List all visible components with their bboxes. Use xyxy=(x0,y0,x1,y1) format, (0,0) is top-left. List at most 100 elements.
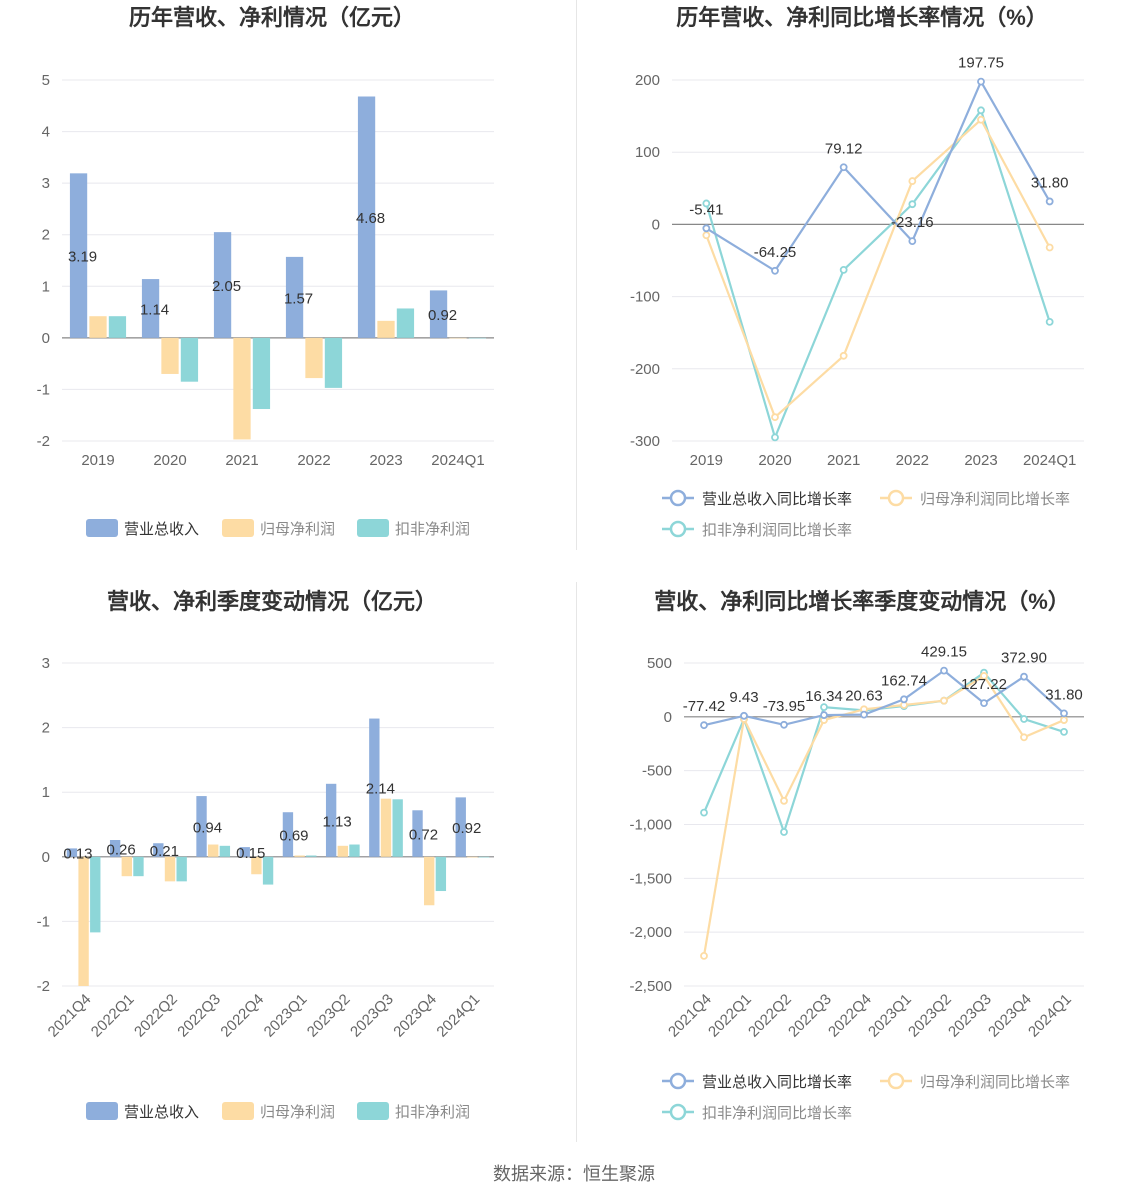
x-tick-label: 2022 xyxy=(896,452,929,469)
annual-growth-rate-svg: 历年营收、净利同比增长率情况（%） 200 100 0 -100 -200 -300 2019… xyxy=(630,5,1084,539)
revenue-data-label: 0.21 xyxy=(150,843,179,860)
bar-parent-profit xyxy=(233,337,251,440)
y-tick-label: 3 xyxy=(42,655,50,672)
bar-parent-profit xyxy=(305,337,323,379)
point-parent-profit-growth xyxy=(780,796,788,805)
legend-marker xyxy=(887,489,905,507)
point-deducted-profit-growth xyxy=(700,808,708,817)
bar-parent-profit xyxy=(337,845,348,857)
point-revenue-growth xyxy=(860,710,868,719)
point-parent-profit-growth xyxy=(980,672,988,680)
bar-revenue xyxy=(153,843,164,857)
bar-deducted-profit xyxy=(435,856,447,892)
legend-marker xyxy=(669,520,687,538)
line-deducted-profit-growth xyxy=(705,107,1051,441)
point-deducted-profit-growth xyxy=(1020,715,1028,723)
point-revenue-growth xyxy=(1060,709,1068,718)
point-revenue-growth xyxy=(839,163,848,172)
y-tick-label: 200 xyxy=(635,72,660,89)
x-tick-label: 2024Q1 xyxy=(1023,452,1076,469)
x-tick-label: 2023Q1 xyxy=(261,991,311,1041)
bar-parent-profit xyxy=(161,337,179,374)
bar-revenue xyxy=(109,840,121,857)
legend-label: 归母净利润同比增长率 xyxy=(920,491,1070,508)
legend-swatch xyxy=(222,519,254,537)
point-parent-profit-growth xyxy=(940,696,948,705)
point-revenue-growth xyxy=(1020,672,1028,681)
y-tick-label: 500 xyxy=(647,655,672,672)
revenue-growth-data-label: -5.41 xyxy=(689,201,723,218)
y-tick-label: 1 xyxy=(42,278,50,295)
x-tick-label: 2019 xyxy=(690,452,723,469)
revenue-growth-data-label: 127.22 xyxy=(961,676,1007,693)
bar-revenue xyxy=(412,810,423,857)
legend-label: 扣非净利润同比增长率 xyxy=(702,1105,852,1122)
revenue-data-label: 0.69 xyxy=(279,828,308,845)
bar-deducted-profit xyxy=(478,856,490,858)
revenue-data-label: 0.13 xyxy=(63,846,92,863)
revenue-growth-data-label: 372.90 xyxy=(1001,650,1047,667)
bar-deducted-profit xyxy=(306,855,317,857)
y-tick-label: -500 xyxy=(642,763,672,780)
revenue-data-label: 4.68 xyxy=(356,210,385,227)
point-revenue-growth xyxy=(980,699,988,708)
x-tick-label: 2022Q2 xyxy=(131,991,181,1041)
revenue-growth-data-label: 162.74 xyxy=(881,672,927,689)
y-tick-label: 100 xyxy=(635,144,660,161)
revenue-growth-data-label: 9.43 xyxy=(729,689,758,706)
revenue-growth-data-label: -64.25 xyxy=(754,244,797,261)
x-tick-label: 2021 xyxy=(827,452,860,469)
point-deducted-profit-growth xyxy=(1045,317,1054,326)
revenue-data-label: 1.57 xyxy=(284,290,313,307)
point-parent-profit-growth xyxy=(700,951,708,960)
legend-label: 归母净利润同比增长率 xyxy=(920,1074,1070,1091)
revenue-growth-data-label: 31.80 xyxy=(1031,174,1069,191)
x-tick-label: 2023Q4 xyxy=(985,991,1035,1041)
bar-revenue xyxy=(141,279,160,338)
vertical-divider-bottom xyxy=(576,582,577,1142)
bar-deducted-profit xyxy=(349,844,360,857)
revenue-growth-data-label: 16.34 xyxy=(805,688,843,705)
point-revenue-growth xyxy=(740,711,748,720)
revenue-data-label: 1.13 xyxy=(323,813,352,830)
y-tick-label: 5 xyxy=(42,72,50,89)
line-revenue-growth xyxy=(703,669,1065,727)
bar-revenue xyxy=(69,173,88,338)
bar-parent-profit xyxy=(251,856,262,875)
bar-deducted-profit xyxy=(468,337,487,339)
legend-marker xyxy=(669,1072,687,1090)
chart-title: 历年营收、净利情况（亿元） xyxy=(129,5,415,30)
point-parent-profit-growth xyxy=(1060,716,1068,724)
x-tick-label: 2019 xyxy=(81,452,114,469)
point-deducted-profit-growth xyxy=(702,199,711,208)
x-tick-label: 2022Q4 xyxy=(217,991,267,1041)
legend-label: 扣非净利润同比增长率 xyxy=(702,522,852,539)
legend-label: 营业总收入同比增长率 xyxy=(702,1074,852,1091)
y-tick-label: -2,000 xyxy=(629,924,672,941)
bar-revenue xyxy=(213,232,232,338)
point-revenue-growth xyxy=(977,77,985,86)
legend-label: 扣非净利润 xyxy=(395,521,470,538)
bar-revenue xyxy=(66,848,78,857)
point-revenue-growth xyxy=(771,266,779,275)
legend-marker xyxy=(669,1103,687,1121)
legend-swatch xyxy=(86,1102,118,1120)
bar-revenue xyxy=(369,718,380,857)
revenue-growth-data-label: 20.63 xyxy=(845,688,883,705)
legend-label: 归母净利润 xyxy=(260,521,335,538)
legend-label: 扣非净利润 xyxy=(395,1104,470,1121)
x-tick-label: 2024Q1 xyxy=(1025,991,1075,1041)
point-deducted-profit-growth xyxy=(780,828,788,836)
x-tick-label: 2020 xyxy=(758,452,791,469)
bar-deducted-profit xyxy=(219,845,231,857)
bar-parent-profit xyxy=(467,856,478,858)
bar-parent-profit xyxy=(449,337,467,339)
point-parent-profit-growth xyxy=(908,177,917,185)
x-tick-label: 2022Q2 xyxy=(745,991,795,1041)
x-tick-label: 2024Q1 xyxy=(431,452,484,469)
point-revenue-growth xyxy=(908,237,917,246)
point-parent-profit-growth xyxy=(1045,243,1054,252)
y-tick-label: -1,500 xyxy=(629,870,672,887)
x-tick-label: 2021Q4 xyxy=(45,991,95,1041)
chart-title: 营收、净利季度变动情况（亿元） xyxy=(107,589,437,614)
